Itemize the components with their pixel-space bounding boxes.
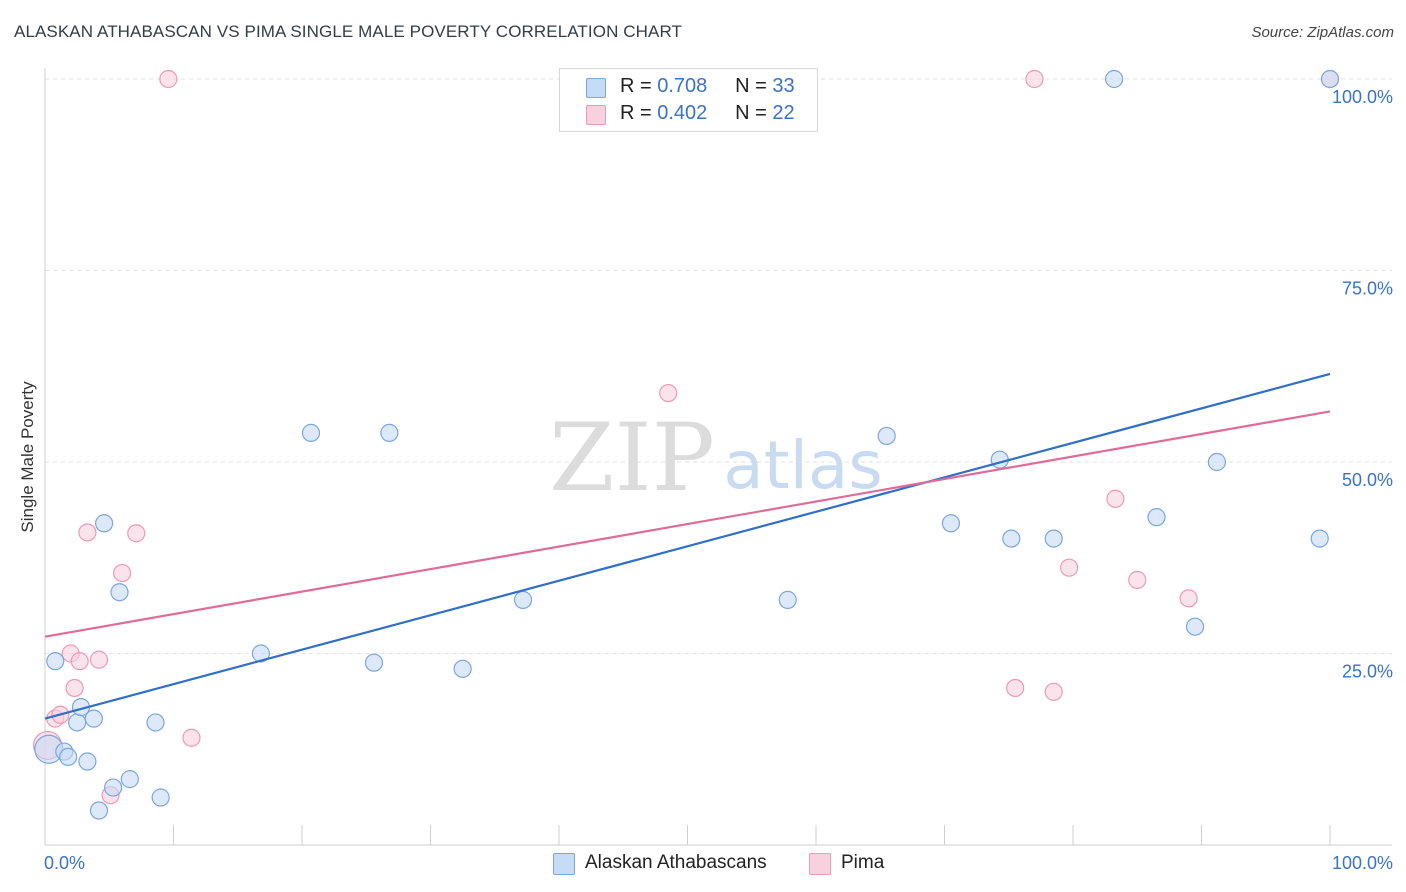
x-tick-label: 0.0% (44, 853, 85, 873)
pima-point (1128, 570, 1147, 590)
pima-point (70, 652, 89, 671)
pima-point (65, 678, 84, 698)
y-tick-label: 75.0% (1342, 279, 1393, 299)
pima-point (1025, 69, 1044, 89)
athabascan-point (84, 709, 103, 728)
legend-n-label: N = (735, 75, 767, 97)
athabascan-point (877, 426, 896, 446)
athabascan-points (34, 69, 1340, 820)
pima-point (1106, 489, 1125, 508)
y-tick-label: 25.0% (1342, 662, 1393, 682)
athabascan-point (1044, 529, 1063, 548)
watermark-atlas: atlas (723, 427, 883, 504)
athabascan-point (95, 514, 114, 533)
athabascan-point (68, 713, 87, 732)
athabascan-point (146, 713, 165, 732)
athabascan-point (453, 659, 472, 678)
chart-title: ALASKAN ATHABASCAN VS PIMA SINGLE MALE P… (14, 22, 683, 41)
legend-r-label: R = (620, 102, 652, 124)
athabascan-point (89, 801, 109, 820)
bottom-legend-label-athabascan: Alaskan Athabascans (585, 852, 767, 873)
legend-swatch-pima (586, 105, 606, 125)
athabascan-point (380, 423, 399, 442)
pima-point (182, 728, 201, 747)
athabascan-point (1147, 508, 1166, 527)
bottom-swatch-pima (809, 853, 831, 875)
pima-trend-line (44, 410, 1331, 638)
pima-point (659, 383, 678, 403)
pima-point (112, 563, 132, 583)
pima-point (89, 650, 109, 669)
bottom-swatch-athabascan (553, 853, 575, 875)
watermark-zip: ZIP (549, 404, 715, 513)
x-tick-labels: 0.0% 100.0% (44, 853, 1393, 873)
legend-swatch-athabascan (586, 78, 606, 98)
y-tick-label: 100.0% (1332, 87, 1393, 107)
legend-n-label: N = (735, 102, 767, 124)
source-label: Source: ZipAtlas.com (1251, 24, 1394, 41)
athabascan-point (1002, 529, 1021, 548)
y-tick-labels: 25.0% 50.0% 75.0% 100.0% (1332, 87, 1393, 682)
y-tick-label: 50.0% (1342, 470, 1393, 490)
pima-point (127, 524, 146, 543)
athabascan-point (513, 590, 533, 609)
athabascan-point (778, 590, 797, 609)
trend-lines (44, 372, 1331, 720)
athabascan-point (364, 653, 384, 672)
athabascan-point (104, 778, 123, 797)
athabascan-point (120, 770, 139, 789)
pima-point (1006, 678, 1025, 698)
watermark: ZIP atlas (549, 404, 883, 513)
athabascan-point (301, 423, 321, 442)
athabascan-point (251, 644, 270, 663)
legend-r-athabascan: 0.708 (657, 75, 708, 97)
athabascan-point (1105, 69, 1124, 89)
athabascan-point (46, 652, 65, 671)
athabascan-point (1207, 452, 1227, 472)
athabascan-point (1320, 69, 1340, 89)
legend-n-pima: 22 (772, 102, 795, 124)
legend-r-pima: 0.402 (657, 102, 708, 124)
athabascan-point (59, 747, 78, 767)
legend-r-label: R = (620, 75, 652, 97)
athabascan-point (1310, 529, 1329, 548)
athabascan-point (941, 514, 961, 533)
pima-point (1044, 682, 1063, 701)
athabascan-point (110, 583, 129, 602)
pima-point (78, 523, 97, 542)
pima-point (1179, 589, 1198, 608)
athabascan-point (1185, 617, 1205, 636)
correlation-legend: R = 0.708 N = 33 R = 0.402 N = 22 (559, 68, 818, 132)
bottom-legend-label-pima: Pima (841, 852, 885, 873)
pima-point (1060, 558, 1079, 577)
pima-point (159, 69, 178, 89)
y-axis-label: Single Male Poverty (18, 381, 37, 533)
gridlines (45, 78, 1392, 654)
legend-n-athabascan: 33 (772, 75, 795, 97)
x-tick-label: 100.0% (1332, 853, 1393, 873)
athabascan-point (78, 752, 97, 771)
athabascan-trend-line (44, 372, 1331, 720)
athabascan-point (990, 450, 1009, 469)
axes (44, 68, 1392, 846)
athabascan-point (151, 788, 170, 807)
